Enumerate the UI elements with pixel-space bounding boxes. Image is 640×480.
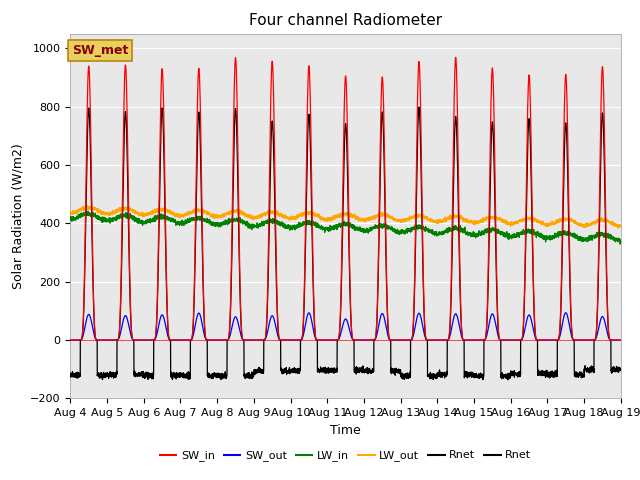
Legend: SW_in, SW_out, LW_in, LW_out, Rnet, Rnet: SW_in, SW_out, LW_in, LW_out, Rnet, Rnet [156,446,536,466]
Text: SW_met: SW_met [72,44,129,57]
Title: Four channel Radiometer: Four channel Radiometer [249,13,442,28]
X-axis label: Time: Time [330,424,361,437]
Y-axis label: Solar Radiation (W/m2): Solar Radiation (W/m2) [12,143,24,289]
